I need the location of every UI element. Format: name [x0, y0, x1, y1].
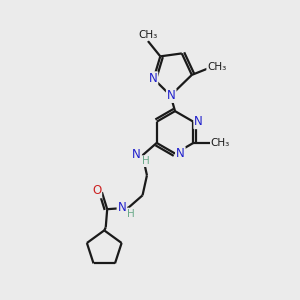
Text: H: H	[142, 156, 149, 166]
Text: O: O	[92, 184, 101, 197]
Text: N: N	[176, 147, 185, 160]
Text: CH₃: CH₃	[207, 62, 226, 72]
Text: CH₃: CH₃	[138, 30, 158, 40]
Text: H: H	[128, 208, 135, 219]
Text: N: N	[167, 89, 176, 102]
Text: N: N	[132, 148, 140, 161]
Text: N: N	[148, 72, 157, 85]
Text: N: N	[194, 115, 203, 128]
Text: CH₃: CH₃	[211, 138, 230, 148]
Text: N: N	[118, 201, 126, 214]
